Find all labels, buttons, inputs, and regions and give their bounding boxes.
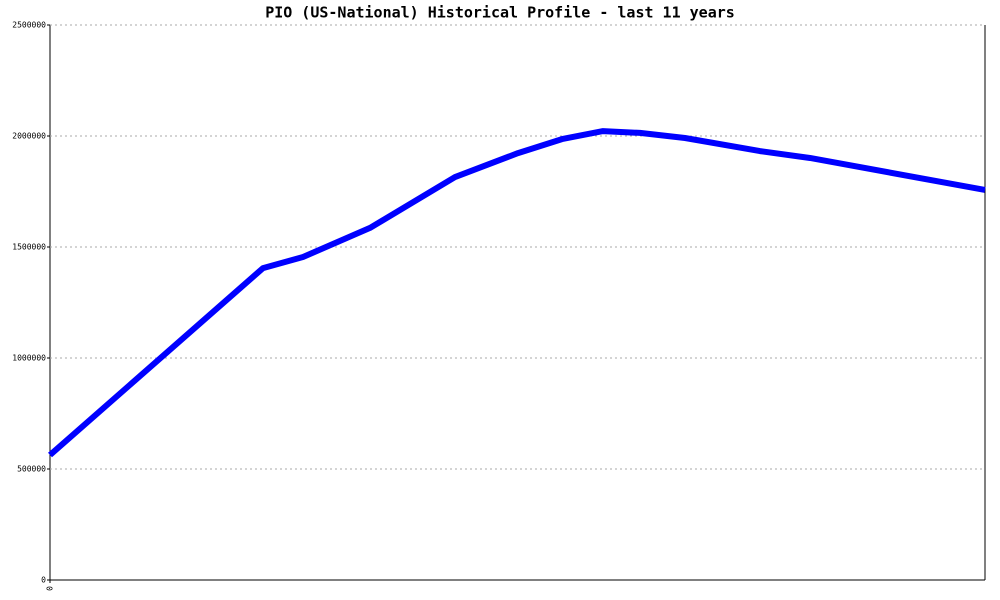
y-tick-label: 1500000 [12,243,46,252]
y-tick-label: 500000 [17,465,46,474]
x-tick-label: 0 [46,586,55,591]
data-line [48,128,986,458]
y-tick-label: 0 [41,576,46,585]
y-tick-label: 1000000 [12,354,46,363]
chart-title: PIO (US-National) Historical Profile - l… [265,4,735,22]
y-tick-label: 2500000 [12,21,46,30]
y-tick-label: 2000000 [12,132,46,141]
